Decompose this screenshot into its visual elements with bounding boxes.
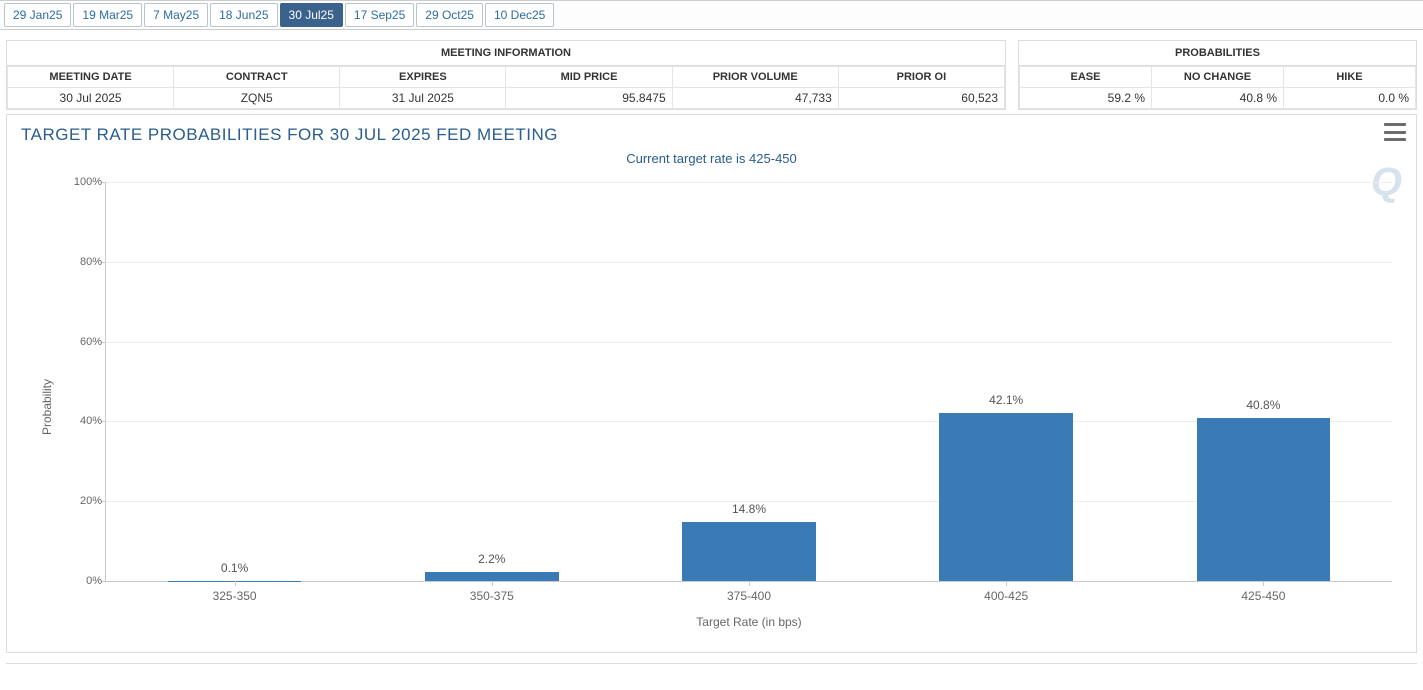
date-tab[interactable]: 18 Jun25 bbox=[210, 3, 277, 27]
x-tick-mark bbox=[749, 581, 750, 586]
col-contract: CONTRACT bbox=[174, 67, 340, 88]
chart-panel: TARGET RATE PROBABILITIES FOR 30 JUL 202… bbox=[6, 114, 1417, 653]
x-category-label: 350-375 bbox=[412, 589, 572, 603]
y-tick-label: 40% bbox=[64, 415, 102, 427]
chart-subtitle: Current target rate is 425-450 bbox=[15, 151, 1408, 166]
col-prior-volume: PRIOR VOLUME bbox=[672, 67, 838, 88]
date-tab[interactable]: 10 Dec25 bbox=[485, 3, 554, 27]
bottom-border bbox=[6, 663, 1417, 673]
date-tab[interactable]: 19 Mar25 bbox=[73, 3, 142, 27]
probabilities-table: EASE NO CHANGE HIKE 59.2 % 40.8 % 0.0 % bbox=[1019, 66, 1416, 109]
y-tick-label: 20% bbox=[64, 495, 102, 507]
y-tick-label: 80% bbox=[64, 256, 102, 268]
bar-value-label: 14.8% bbox=[689, 502, 809, 516]
chart-area: Probability Target Rate (in bps) 0%20%40… bbox=[75, 172, 1402, 642]
meeting-info-panel: MEETING INFORMATION MEETING DATE CONTRAC… bbox=[6, 40, 1006, 110]
table-row: 30 Jul 2025 ZQN5 31 Jul 2025 95.8475 47,… bbox=[8, 88, 1005, 109]
date-tab[interactable]: 30 Jul25 bbox=[280, 3, 343, 27]
cell-ease: 59.2 % bbox=[1020, 88, 1152, 109]
cell-expires: 31 Jul 2025 bbox=[340, 88, 506, 109]
chart-bar[interactable] bbox=[682, 522, 816, 581]
date-tab[interactable]: 17 Sep25 bbox=[345, 3, 414, 27]
col-hike: HIKE bbox=[1284, 67, 1416, 88]
cell-hike: 0.0 % bbox=[1284, 88, 1416, 109]
cell-contract: ZQN5 bbox=[174, 88, 340, 109]
date-tabs: 29 Jan2519 Mar257 May2518 Jun2530 Jul251… bbox=[4, 3, 1419, 27]
chart-bar[interactable] bbox=[425, 572, 559, 581]
date-tab[interactable]: 29 Oct25 bbox=[416, 3, 483, 27]
x-category-label: 400-425 bbox=[926, 589, 1086, 603]
probabilities-title: PROBABILITIES bbox=[1019, 41, 1416, 66]
x-axis-label: Target Rate (in bps) bbox=[106, 615, 1392, 629]
grid-line bbox=[106, 182, 1392, 183]
table-row: 59.2 % 40.8 % 0.0 % bbox=[1020, 88, 1416, 109]
date-tab[interactable]: 29 Jan25 bbox=[4, 3, 71, 27]
bar-value-label: 2.2% bbox=[432, 552, 552, 566]
chart-menu-icon[interactable] bbox=[1384, 123, 1406, 141]
bar-value-label: 40.8% bbox=[1203, 398, 1323, 412]
cell-mid-price: 95.8475 bbox=[506, 88, 672, 109]
grid-line bbox=[106, 342, 1392, 343]
date-tab[interactable]: 7 May25 bbox=[144, 3, 208, 27]
y-tick-label: 0% bbox=[64, 575, 102, 587]
x-tick-mark bbox=[1006, 581, 1007, 586]
bar-value-label: 42.1% bbox=[946, 393, 1066, 407]
y-axis-label: Probability bbox=[40, 379, 54, 435]
probabilities-panel: PROBABILITIES EASE NO CHANGE HIKE 59.2 %… bbox=[1018, 40, 1417, 110]
chart-bar[interactable] bbox=[939, 413, 1073, 581]
grid-line bbox=[106, 262, 1392, 263]
col-no-change: NO CHANGE bbox=[1152, 67, 1284, 88]
y-tick-label: 100% bbox=[64, 176, 102, 188]
col-expires: EXPIRES bbox=[340, 67, 506, 88]
col-meeting-date: MEETING DATE bbox=[8, 67, 174, 88]
x-tick-mark bbox=[1263, 581, 1264, 586]
cell-no-change: 40.8 % bbox=[1152, 88, 1284, 109]
chart-bar[interactable] bbox=[1197, 418, 1331, 581]
cell-meeting-date: 30 Jul 2025 bbox=[8, 88, 174, 109]
col-mid-price: MID PRICE bbox=[506, 67, 672, 88]
chart-title: TARGET RATE PROBABILITIES FOR 30 JUL 202… bbox=[21, 125, 1408, 145]
col-prior-oi: PRIOR OI bbox=[838, 67, 1004, 88]
chart-plot: Target Rate (in bps) 0%20%40%60%80%100%0… bbox=[105, 182, 1392, 582]
x-tick-mark bbox=[492, 581, 493, 586]
y-tick-label: 60% bbox=[64, 336, 102, 348]
x-category-label: 325-350 bbox=[155, 589, 315, 603]
cell-prior-volume: 47,733 bbox=[672, 88, 838, 109]
meeting-info-table: MEETING DATE CONTRACT EXPIRES MID PRICE … bbox=[7, 66, 1005, 109]
bar-value-label: 0.1% bbox=[175, 561, 295, 575]
col-ease: EASE bbox=[1020, 67, 1152, 88]
meeting-info-title: MEETING INFORMATION bbox=[7, 41, 1005, 66]
info-tables-area: MEETING INFORMATION MEETING DATE CONTRAC… bbox=[0, 30, 1423, 114]
cell-prior-oi: 60,523 bbox=[838, 88, 1004, 109]
x-tick-mark bbox=[235, 581, 236, 586]
x-category-label: 375-400 bbox=[669, 589, 829, 603]
x-category-label: 425-450 bbox=[1183, 589, 1343, 603]
date-tabs-bar: 29 Jan2519 Mar257 May2518 Jun2530 Jul251… bbox=[0, 0, 1423, 30]
